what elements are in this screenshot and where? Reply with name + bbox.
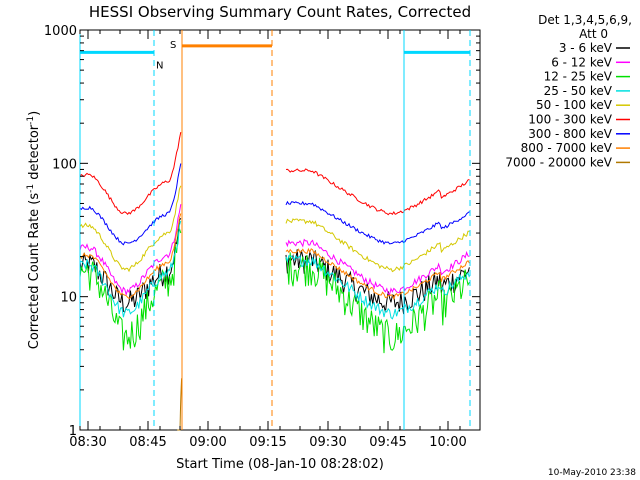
x-tick-label-1: 08:45 bbox=[129, 435, 166, 450]
footer-timestamp: 10-May-2010 23:38 bbox=[548, 468, 636, 478]
y-axis-label-sup1: -1 bbox=[26, 184, 36, 193]
legend-label-0: 3 - 6 keV bbox=[559, 41, 613, 55]
legend-label-2: 12 - 25 keV bbox=[544, 70, 613, 84]
y-axis-label-end: ) bbox=[27, 111, 42, 116]
series-line-12-25-kev-orbit2 bbox=[285, 252, 470, 354]
series-line-50-100-kev-orbit1 bbox=[79, 185, 182, 273]
series-line-50-100-kev-orbit2 bbox=[285, 218, 470, 273]
series-line-25-50-kev-orbit2 bbox=[285, 254, 470, 320]
y-tick-label-2: 100 bbox=[52, 157, 77, 172]
legend-label-8: 7000 - 20000 keV bbox=[505, 155, 612, 169]
y-tick-label-0: 1 bbox=[69, 424, 77, 439]
series-line-100-300-kev-orbit1 bbox=[79, 131, 182, 215]
legend-label-1: 6 - 12 keV bbox=[551, 55, 613, 69]
y-axis-label: Corrected Count Rate (s-1 detector-1) bbox=[26, 111, 42, 349]
series-line-6-12-kev-orbit2 bbox=[285, 238, 470, 295]
x-tick-label-2: 09:00 bbox=[189, 435, 226, 450]
series-line-6-12-kev-orbit1 bbox=[79, 204, 182, 297]
data-traces bbox=[79, 131, 470, 431]
y-axis-label-mid: detector bbox=[27, 124, 42, 184]
series-line-800-7000-kev-orbit2 bbox=[285, 247, 470, 301]
chart-title: HESSI Observing Summary Count Rates, Cor… bbox=[89, 3, 471, 21]
plot-frame bbox=[79, 29, 481, 431]
y-tick-label-3: 1000 bbox=[44, 24, 77, 39]
legend-header-attenuator: Att 0 bbox=[579, 27, 608, 41]
legend-label-4: 50 - 100 keV bbox=[536, 98, 613, 112]
series-line-100-300-kev-orbit2 bbox=[285, 168, 470, 216]
x-tick-label-6: 10:00 bbox=[429, 435, 466, 450]
y-tick-label-1: 10 bbox=[60, 291, 77, 306]
legend-header-detectors: Det 1,3,4,5,6,9, bbox=[538, 13, 632, 27]
series-line-12-25-kev-orbit1 bbox=[79, 228, 182, 351]
series-line-7000-20000-kev bbox=[177, 378, 183, 431]
y-axis-label-main: Corrected Count Rate (s bbox=[27, 193, 42, 350]
series-line-800-7000-kev-orbit1 bbox=[79, 213, 182, 300]
legend-label-5: 100 - 300 keV bbox=[528, 113, 612, 127]
series-line-300-800-kev-orbit1 bbox=[79, 163, 182, 246]
x-tick-label-5: 09:45 bbox=[369, 435, 406, 450]
legend-label-3: 25 - 50 keV bbox=[544, 84, 613, 98]
y-axis-label-sup2: -1 bbox=[26, 116, 36, 125]
interval-label-1: S bbox=[170, 40, 176, 51]
x-tick-label-3: 09:15 bbox=[249, 435, 286, 450]
interval-label-0: N bbox=[156, 60, 163, 71]
x-tick-label-4: 09:30 bbox=[309, 435, 346, 450]
x-axis-label: Start Time (08-Jan-10 08:28:02) bbox=[176, 457, 384, 472]
legend-label-7: 800 - 7000 keV bbox=[521, 141, 613, 155]
observing-intervals: NS bbox=[79, 30, 471, 430]
axes: 1 10 100 1000 08:30 08:45 09:00 09:15 09:30 09:45… bbox=[44, 24, 481, 450]
legend-label-6: 300 - 800 keV bbox=[528, 127, 612, 141]
series-line-300-800-kev-orbit2 bbox=[285, 200, 470, 245]
x-tick-label-0: 08:30 bbox=[69, 435, 106, 450]
series-line-25-50-kev-orbit1 bbox=[79, 220, 182, 318]
